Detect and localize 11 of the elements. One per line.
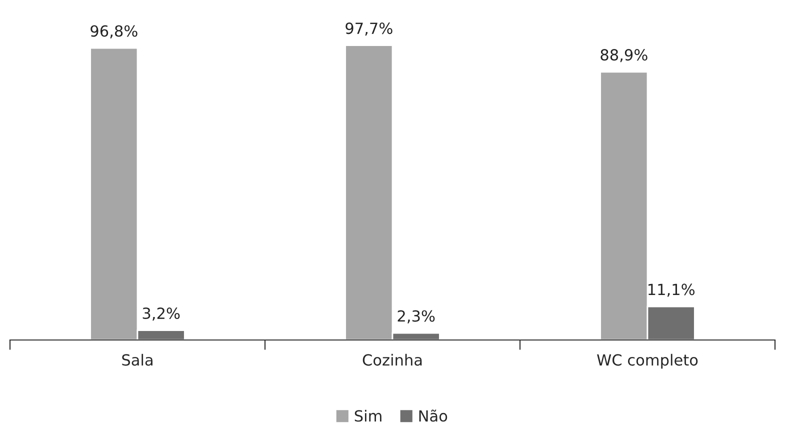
data-label: 97,7% [346,22,392,36]
data-label: 11,1% [648,284,695,297]
x-tick-label: WC completo [597,354,698,369]
data-label: 88,9% [600,49,648,62]
data-label: 3,2% [142,308,180,321]
data-label: 2,3% [398,310,435,324]
x-tick-label: Cozinha [362,354,422,366]
legend-label: Não [419,410,448,422]
x-tick-label: Sala [122,354,152,366]
data-label: 96,8% [90,25,138,38]
legend-label: Sim [354,410,382,422]
